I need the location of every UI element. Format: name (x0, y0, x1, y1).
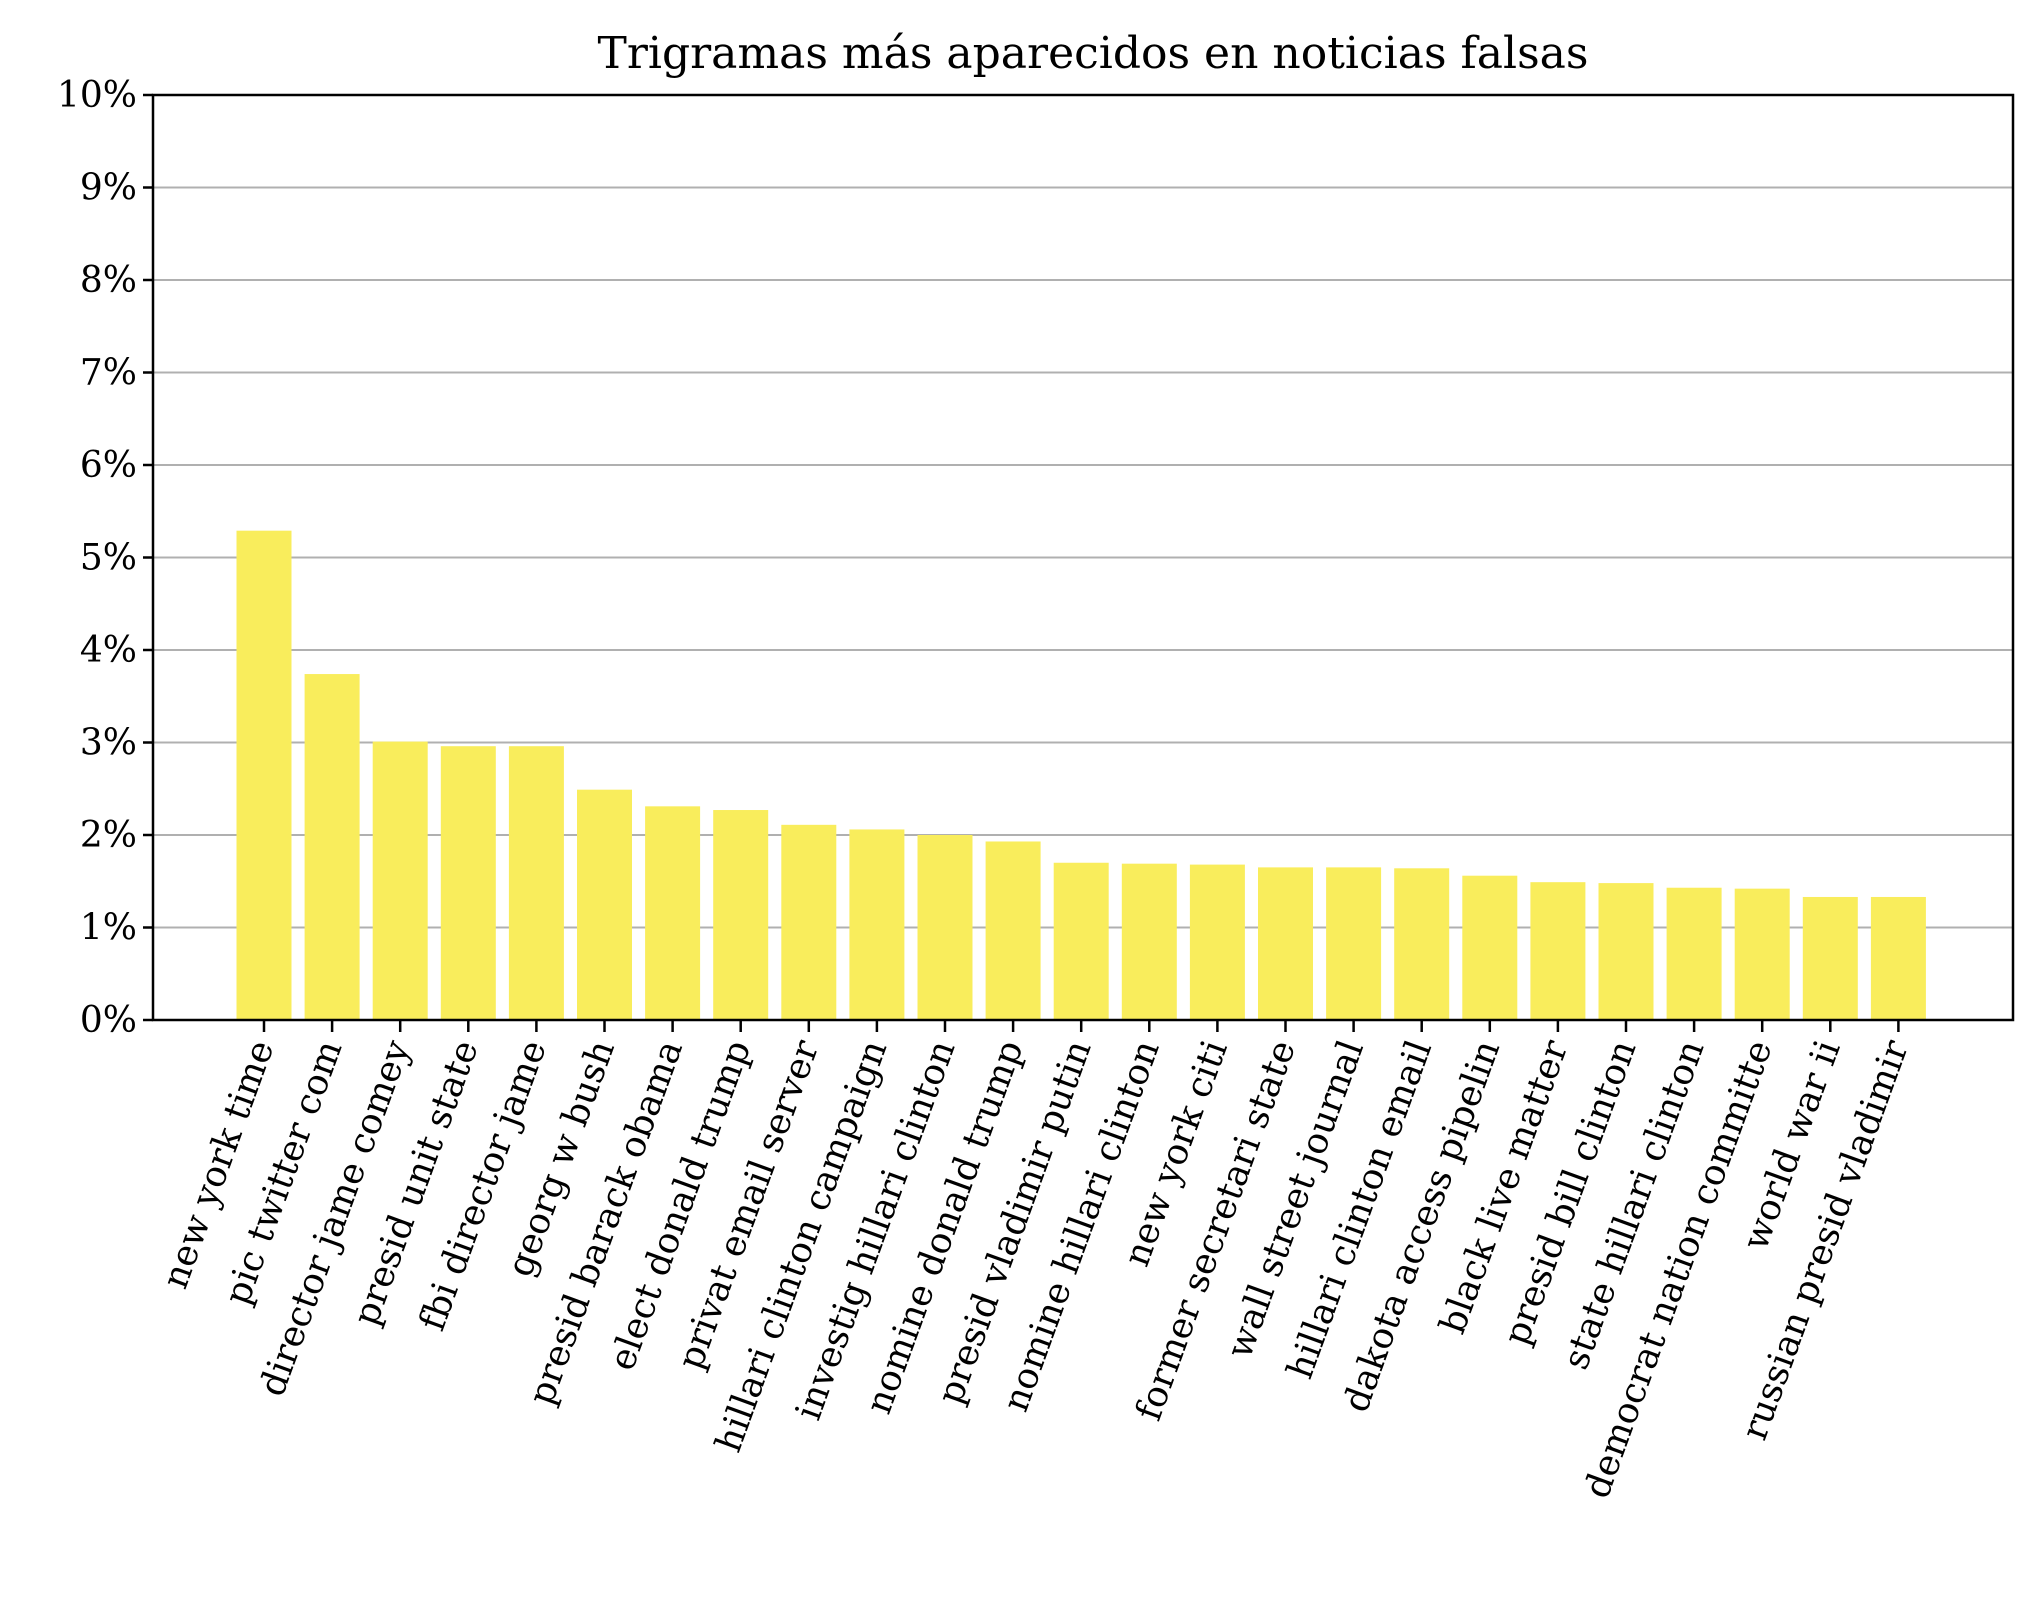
y-tick-label-10: 10% (57, 75, 137, 116)
bar-4 (508, 746, 564, 1020)
bar-12 (1053, 862, 1109, 1020)
plot-frame (151, 93, 2015, 1022)
y-tick-label-5: 5% (80, 538, 137, 579)
bar-17 (1394, 868, 1450, 1020)
y-tick-label-7: 7% (80, 353, 137, 394)
bar-13 (1121, 863, 1177, 1020)
bar-15 (1258, 867, 1313, 1020)
bar-8 (781, 824, 837, 1020)
bar-6 (645, 806, 701, 1020)
y-tick-label-4: 4% (80, 630, 137, 671)
bar-3 (440, 746, 496, 1020)
bar-11 (985, 841, 1041, 1020)
bar-5 (577, 789, 632, 1020)
y-tick-label-3: 3% (80, 723, 137, 764)
y-tick-label-8: 8% (80, 260, 137, 301)
bars (236, 530, 1926, 1020)
bar-20 (1598, 883, 1654, 1020)
y-tick-label-9: 9% (80, 168, 137, 209)
chart-title: Trigramas más aparecidos en noticias fal… (597, 28, 1588, 79)
y-tick-label-0: 0% (80, 1000, 137, 1041)
bar-16 (1326, 867, 1382, 1020)
bar-19 (1530, 882, 1586, 1020)
bar-1 (304, 674, 360, 1020)
bar-10 (917, 835, 973, 1020)
bar-14 (1189, 864, 1245, 1020)
bar-21 (1666, 887, 1722, 1020)
bar-9 (849, 829, 905, 1020)
y-tick-label-6: 6% (80, 445, 137, 486)
y-tick-label-2: 2% (80, 815, 137, 856)
bar-18 (1462, 875, 1518, 1020)
bar-2 (372, 741, 428, 1020)
bar-23 (1802, 896, 1858, 1020)
y-tick-label-1: 1% (80, 908, 137, 949)
bar-24 (1870, 896, 1926, 1020)
bar-22 (1734, 888, 1790, 1020)
bar-7 (713, 810, 769, 1020)
grid-lines (153, 186, 2013, 929)
bar-0 (236, 530, 292, 1020)
y-axis: 0% 1% 2% 3% 4% 5% 6% 7% 8% 9% 10% (57, 75, 153, 1041)
